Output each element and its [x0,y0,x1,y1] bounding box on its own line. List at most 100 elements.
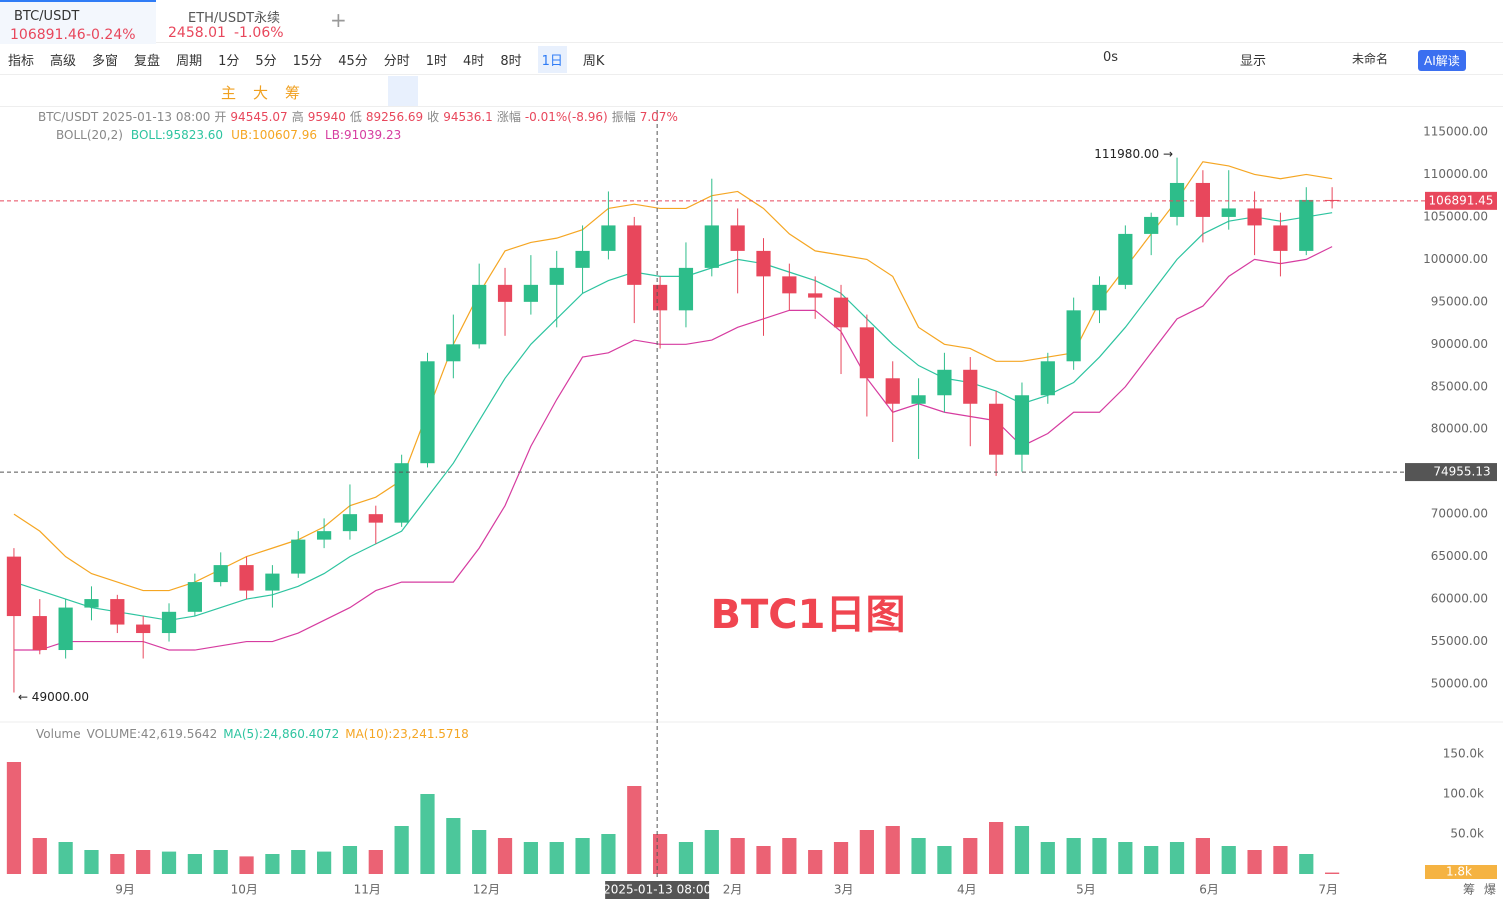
crosshair-price-label: 74955.13 [1433,465,1490,479]
bottom-icon: 爆 [1484,883,1496,897]
legend-item: BOLL(20,2) [56,128,123,142]
candle-body [1169,182,1185,217]
x-tick-label: 12月 [473,883,500,897]
candle-body [859,327,874,379]
candle-body [1014,395,1030,455]
toolbar-item[interactable]: 1时 [425,53,448,69]
candle-body [84,599,99,608]
volume-bar [963,838,978,874]
ai-button[interactable]: AI解读 [1418,50,1466,71]
volume-bar [239,856,254,874]
candle-body [32,616,47,651]
candle-body [58,607,73,651]
volume-bar [1325,872,1340,874]
tool[interactable]: 主 [221,84,237,102]
y-tick-label: 100000.00 [1423,252,1488,266]
volume-bar [756,846,771,874]
toolbar-item[interactable]: 分时 [383,53,410,69]
candle-body [213,565,228,583]
volume-bar [187,854,202,874]
x-tick-label: 7月 [1318,883,1338,897]
toolbar-item[interactable]: 15分 [292,53,323,69]
volume-bar [420,794,435,874]
volume-bar [833,842,849,874]
volume-bar [1066,838,1081,874]
legend-item: MA(10):23,241.5718 [345,727,469,741]
volume-bar [989,822,1004,874]
tab[interactable]: BTC/USDT 106891.46 -0.24% [0,0,156,44]
volume-bar [316,851,332,874]
toolbar-item[interactable]: 多窗 [92,53,119,69]
y-tick-label: 105000.00 [1423,209,1488,223]
legend-item: -0.01%(-8.96) [525,110,608,124]
crosshair-time-label: 2025-01-13 08:00 [603,883,711,897]
candle-body [885,378,900,404]
tool[interactable]: 筹 [285,84,301,102]
volume-bar [6,762,22,874]
last-price-label: 106891.45 [1429,193,1494,207]
toolbar-item[interactable]: 未命名 [1352,52,1389,66]
toolbar-item[interactable]: 高级 [50,53,77,69]
y-tick-label: 85000.00 [1431,379,1488,393]
volume-bar [1195,838,1210,874]
tool-active[interactable] [388,76,418,106]
toolbar-item[interactable]: 4时 [463,53,485,69]
candle-body [187,582,202,612]
tool[interactable]: 大 [253,84,269,102]
candle-body [1273,225,1288,251]
legend-item: 94536.1 [443,110,493,124]
tab-change: -1.06% [234,25,284,41]
legend-item: LB:91039.23 [325,128,401,142]
x-tick-label: 3月 [834,883,854,897]
toolbar-item[interactable]: 1分 [218,53,240,69]
tab-symbol: BTC/USDT [14,9,80,24]
candle-body [678,267,694,311]
toolbar-item[interactable]: 0s [1103,50,1119,65]
candle-body [265,573,280,591]
add-tab[interactable]: + [330,8,347,32]
candle-body [601,225,616,251]
x-tick-label: 10月 [231,883,258,897]
legend-item: 涨幅 [497,109,521,124]
volume-bar [782,838,797,874]
draw-toolbar: 主 大 筹 [0,76,1503,107]
bottom-icon: 筹 [1463,883,1475,897]
candle-body [963,369,978,404]
boll-line [13,161,1333,592]
legend-item: Volume [36,727,81,741]
legend-item: UB:100607.96 [231,128,317,142]
candle-body [627,225,642,285]
volume-bar [1040,842,1055,874]
volume-bar [368,850,383,874]
toolbar-item[interactable]: 45分 [338,53,368,69]
volume-tick-label: 150.0k [1443,747,1484,761]
candle-body [1195,182,1210,217]
volume-bar [291,850,306,874]
volume-bar [1273,846,1288,874]
toolbar-item[interactable]: 周期 [176,53,203,69]
legend: BTC/USDT 2025-01-13 08:00 开 94545.07 高 95940 低… [38,109,678,124]
volume-bar [1144,846,1159,874]
tab-bar: BTC/USDT 106891.46 -0.24% ETH/USDT永续 2458.0… [0,0,1503,44]
tab-price: 106891.46 [10,27,86,43]
volume-bar [1092,838,1107,874]
x-tick-label: 5月 [1076,883,1096,897]
toolbar-item[interactable]: 1日 [537,45,567,73]
candle-body [730,225,745,251]
toolbar-item[interactable]: 8时 [500,53,522,69]
toolbar-item[interactable]: 复盘 [134,53,161,69]
toolbar-item[interactable]: 指标 [8,53,35,69]
legend-item: 开 [214,110,226,124]
toolbar-item[interactable]: 显示 [1240,54,1267,69]
toolbar-item[interactable]: 周K [582,53,605,69]
candle-body [6,556,22,617]
legend-item: 95940 [308,110,346,124]
toolbar-item[interactable]: 5分 [255,53,277,69]
y-tick-label: 80000.00 [1431,422,1488,436]
boll-line [13,246,1333,651]
toolbar: 指标 高级 多窗 复盘 周期 1分 5分 15分 45分 分时 1时 4时 8时 1日 周K [0,44,1503,75]
tab[interactable]: ETH/USDT永续 2458.01 -1.06% [158,0,314,42]
crosshair-price-tag [1405,463,1497,482]
legend-item: MA(5):24,860.4072 [223,727,339,741]
volume-bar [652,834,668,874]
